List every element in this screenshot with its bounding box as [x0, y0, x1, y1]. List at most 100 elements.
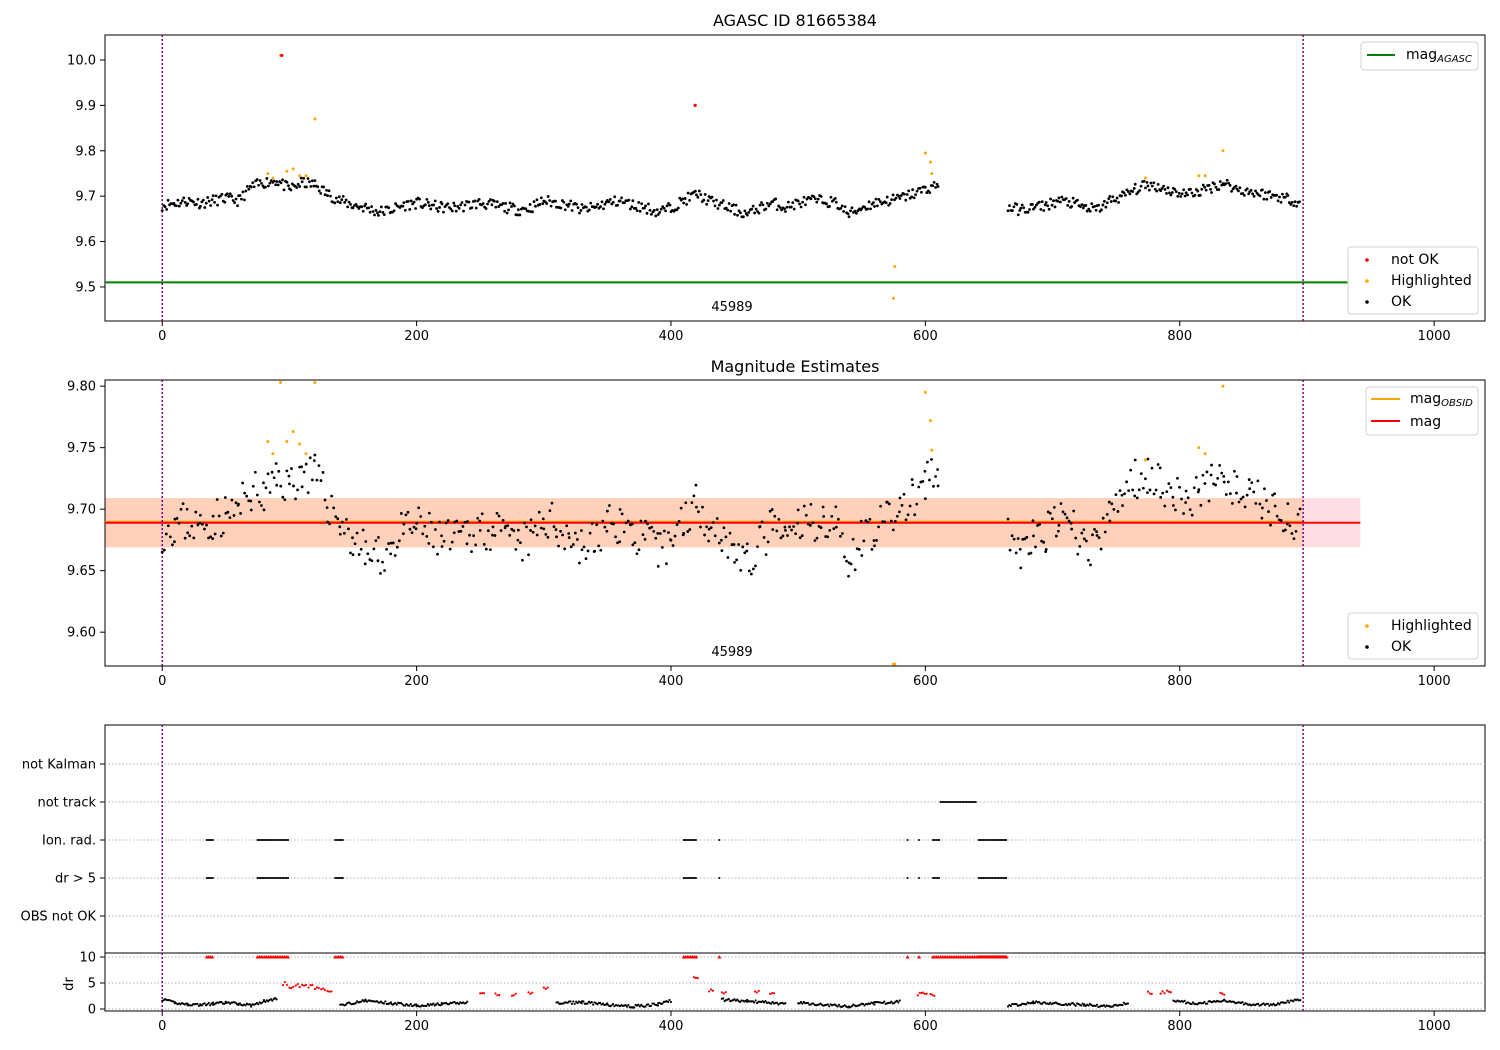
ok-point — [1008, 548, 1012, 552]
ok-point — [1123, 492, 1126, 496]
ok-point — [482, 542, 486, 546]
flag-point — [965, 801, 968, 803]
dr-flagged-point — [1163, 992, 1166, 995]
ok-point — [249, 508, 253, 512]
dr-flagged-point — [288, 986, 291, 989]
ok-point — [745, 542, 749, 546]
ok-point — [1117, 201, 1120, 204]
ok-point — [839, 207, 843, 210]
ok-point — [728, 531, 732, 535]
ok-point — [1059, 502, 1063, 505]
dr-flagged-point — [1223, 993, 1226, 996]
ok-point — [715, 517, 719, 520]
flag-point — [210, 877, 213, 879]
ok-point — [826, 535, 830, 539]
ok-point — [1199, 503, 1203, 507]
flag-point — [282, 877, 285, 879]
dr-flagged-point — [711, 989, 715, 992]
ok-point — [775, 208, 779, 212]
ok-point — [633, 541, 637, 545]
ok-point — [594, 205, 598, 209]
x-tick-label: 400 — [659, 1019, 684, 1034]
dr-ok-point — [275, 998, 278, 1001]
ok-point — [329, 194, 332, 198]
ok-point — [533, 524, 537, 528]
dr-ok-point — [575, 1000, 578, 1003]
ok-point — [682, 531, 686, 535]
flag-point — [341, 839, 344, 841]
ok-point — [1290, 200, 1294, 204]
ok-point — [894, 196, 898, 200]
ok-point — [474, 206, 478, 210]
ok-point — [277, 469, 281, 473]
ok-point — [719, 538, 723, 542]
panel2-obsid-label: 45989 — [711, 645, 752, 660]
ok-point — [168, 535, 172, 539]
ok-point — [1105, 512, 1109, 516]
highlighted-point — [271, 176, 275, 180]
dr-clipped-marker — [717, 955, 722, 959]
dr-ok-point — [1019, 1004, 1022, 1007]
dr-ok-point — [890, 1000, 893, 1003]
ok-point — [1190, 191, 1194, 195]
ok-point — [1093, 527, 1096, 531]
ok-point — [406, 510, 410, 514]
flag-point — [959, 801, 962, 803]
ok-point — [1184, 501, 1187, 504]
flag-label: Ion. rad. — [42, 834, 96, 849]
dr-ok-point — [649, 1004, 653, 1007]
ok-point — [264, 486, 268, 490]
ok-point — [160, 209, 164, 213]
ok-point — [188, 534, 192, 538]
ok-point — [1231, 501, 1234, 505]
ok-point — [658, 210, 662, 214]
ok-point — [484, 207, 488, 210]
ok-point — [343, 200, 347, 204]
ok-point — [1273, 492, 1277, 496]
ok-point — [770, 508, 774, 511]
dr-ok-point — [836, 1005, 839, 1008]
ok-point — [299, 176, 303, 180]
ok-point — [446, 202, 450, 206]
ok-point — [1183, 194, 1187, 198]
dr-ok-point — [1006, 1005, 1010, 1008]
ok-point — [1050, 517, 1054, 521]
ok-point — [1148, 188, 1151, 192]
ok-point — [1022, 206, 1026, 210]
ok-point — [1249, 188, 1253, 192]
ok-point — [833, 196, 837, 200]
dr-ok-point — [661, 1002, 664, 1005]
ok-point — [1228, 183, 1232, 187]
ok-point — [768, 509, 772, 513]
ok-point — [1149, 181, 1153, 185]
ok-point — [624, 521, 628, 525]
dr-flagged-point — [304, 983, 308, 987]
flag-point — [685, 877, 688, 879]
ok-point — [470, 550, 473, 553]
ok-point — [304, 462, 308, 466]
ok-point — [488, 548, 492, 551]
ok-point — [608, 504, 611, 507]
ok-point — [442, 210, 445, 214]
ok-point — [584, 557, 588, 561]
ok-point — [196, 197, 200, 201]
ok-point — [265, 177, 269, 180]
flag-point — [983, 839, 986, 841]
ok-point — [643, 206, 646, 210]
ok-point — [401, 532, 405, 536]
legend-mag-agasc-main: mag — [1406, 47, 1437, 63]
ok-point — [525, 525, 528, 529]
ok-point — [830, 515, 834, 518]
dr-ok-point — [1025, 1003, 1028, 1006]
ok-point — [282, 188, 286, 192]
ok-point — [816, 197, 820, 201]
ok-point — [306, 177, 310, 180]
ok-point — [182, 196, 186, 200]
dr-flagged-point — [292, 985, 295, 988]
dr-ok-point — [1080, 1004, 1083, 1007]
ok-point — [686, 191, 690, 195]
ok-point — [923, 185, 927, 189]
ok-point — [240, 197, 243, 201]
ok-point — [1012, 205, 1016, 209]
dr-ok-point — [1266, 1002, 1269, 1005]
